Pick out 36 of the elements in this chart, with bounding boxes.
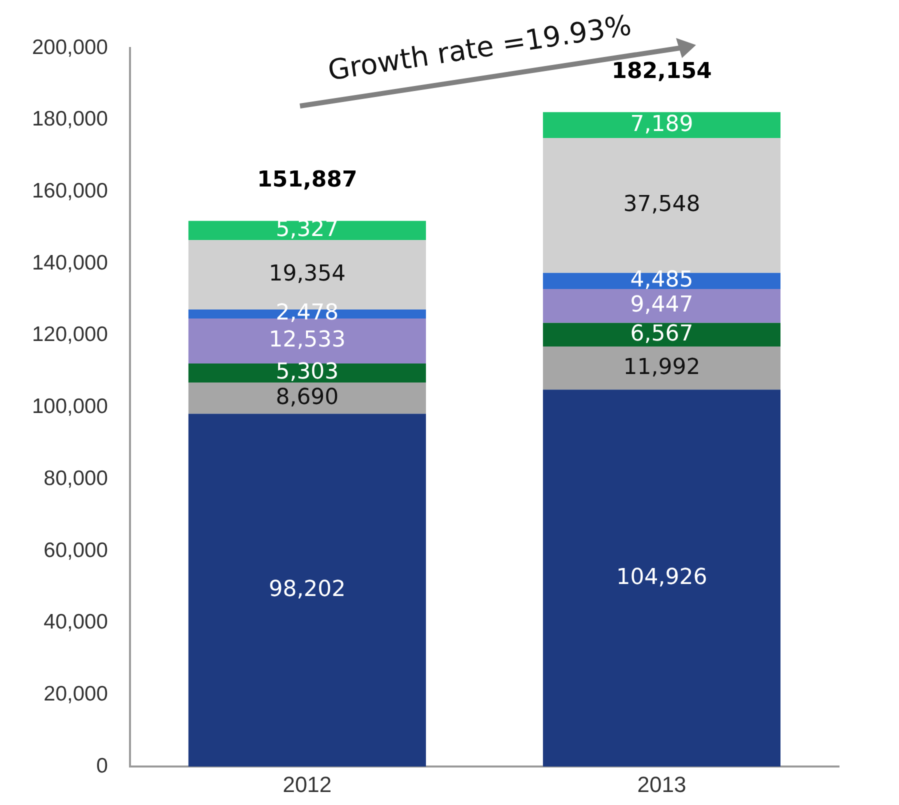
data-label: 12,533 [268, 328, 346, 353]
total-label: 151,887 [257, 168, 358, 193]
data-label: 19,354 [268, 262, 346, 286]
bar [188, 220, 426, 240]
data-label: 6,567 [630, 321, 694, 346]
y-tick-label: 120,000 [32, 323, 108, 346]
data-label: 37,548 [623, 192, 700, 218]
data-label: 98,202 [268, 576, 346, 602]
y-tick-label: 40,000 [44, 610, 108, 634]
bar [188, 363, 426, 383]
y-tick-label: 100,000 [32, 395, 108, 418]
y-tick-label: 80,000 [44, 466, 108, 490]
data-label: 8,690 [276, 384, 339, 410]
data-label: 7,189 [630, 112, 694, 137]
bar [542, 112, 780, 138]
x-tick-label: 2013 [637, 772, 686, 797]
bar [188, 414, 426, 767]
y-tick-label: 180,000 [32, 108, 108, 131]
bar [542, 346, 780, 390]
data-label: 4,485 [630, 268, 694, 293]
y-tick-label: 0 [96, 754, 108, 778]
bar [188, 382, 426, 414]
bar [542, 390, 780, 767]
y-tick-label: 140,000 [32, 251, 108, 274]
y-tick-label: 200,000 [32, 36, 108, 59]
y-tick-label: 60,000 [44, 538, 108, 562]
bar [542, 288, 780, 323]
bar [542, 322, 780, 347]
y-tick-label: 20,000 [44, 682, 108, 706]
data-label: 104,926 [616, 564, 708, 590]
total-label: 182,154 [612, 58, 712, 84]
data-label: 11,992 [623, 354, 700, 380]
data-label: 5,303 [276, 360, 339, 385]
data-label: 9,447 [630, 292, 694, 318]
x-tick-label: 2012 [282, 772, 332, 797]
y-tick-label: 160,000 [32, 180, 108, 203]
